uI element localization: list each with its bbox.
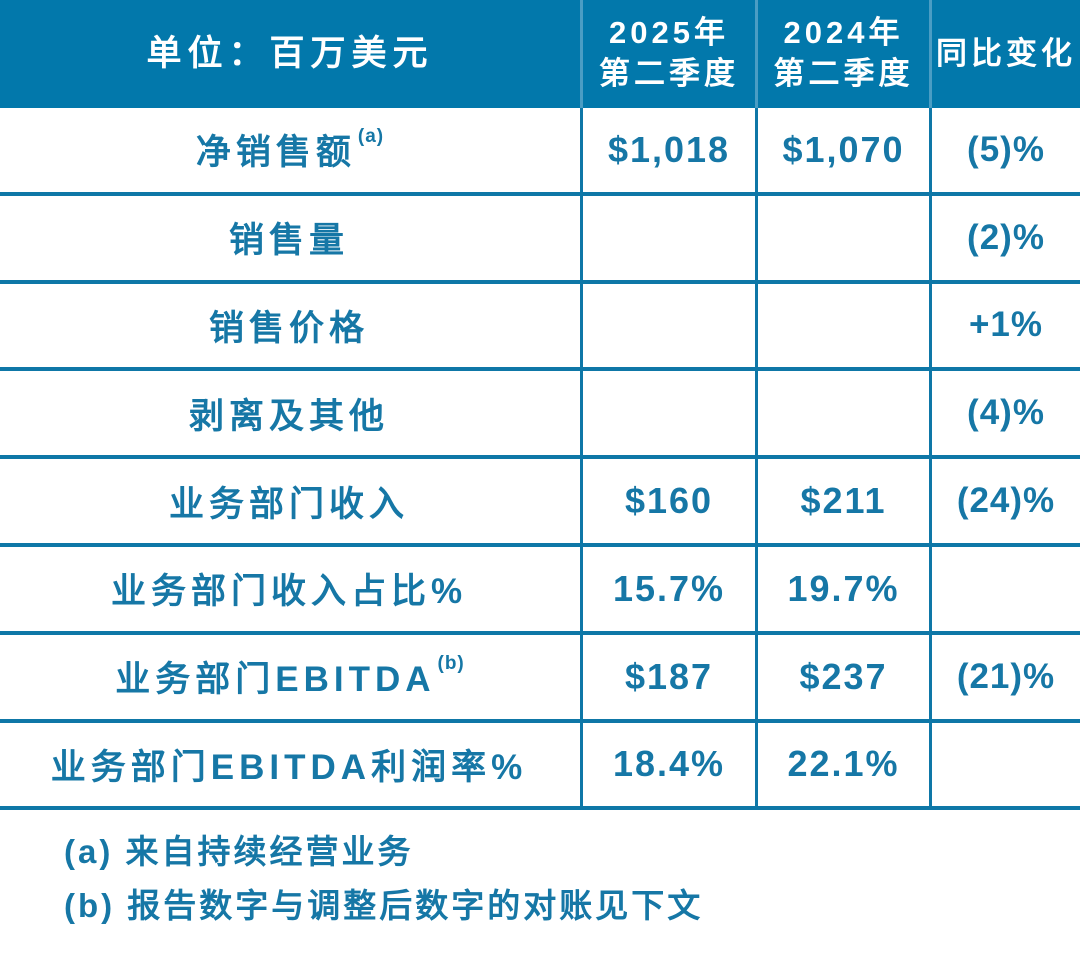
divestitures-change: (4)% [929, 371, 1080, 460]
header-col-2024-q2: 2024年 第二季度 [755, 0, 929, 108]
row-label-text: 业务部门EBITDA利润率% [50, 747, 528, 787]
header-unit-label: 单位：百万美元 [0, 0, 580, 108]
volume-2025 [580, 195, 755, 284]
row-label-text: 剥离及其他 [188, 396, 389, 436]
net-sales-2024: $1,070 [755, 108, 929, 196]
segment-income-pct-change [929, 546, 1080, 635]
row-label-segment-income: 业务部门收入 [0, 459, 580, 547]
price-2025 [580, 283, 755, 372]
segment-ebitda-change: (21)% [929, 634, 1080, 723]
header-col-2025-quarter: 第二季度 [599, 56, 739, 91]
row-label-text: 业务部门收入 [168, 484, 409, 524]
net-sales-change: (5)% [929, 108, 1080, 196]
segment-ebitda-2024: $237 [755, 634, 929, 723]
row-label-segment-income-pct: 业务部门收入占比% [0, 547, 580, 635]
segment-income-2025: $160 [580, 459, 755, 547]
segment-ebitda-margin-2025: 18.4% [580, 722, 755, 811]
header-col-2024-year: 2024年 [783, 15, 904, 51]
volume-2024 [755, 195, 929, 284]
segment-income-2024: $211 [755, 459, 929, 547]
divestitures-2025 [580, 371, 755, 460]
row-label-divestitures: 剥离及其他 [0, 371, 580, 460]
row-label-segment-ebitda: 业务部门EBITDA (b) [0, 635, 580, 723]
footnote-a: (a) 来自持续经营业务 [64, 833, 414, 871]
row-label-net-sales: 净销售额 (a) [0, 108, 580, 196]
segment-ebitda-2025: $187 [580, 634, 755, 723]
row-label-segment-ebitda-margin: 业务部门EBITDA利润率% [0, 723, 580, 811]
segment-ebitda-margin-change [929, 722, 1080, 811]
financial-results-table: 单位：百万美元 2025年 第二季度 2024年 第二季度 同比变化 净销售额(… [0, 0, 1080, 811]
footnotes: (a) 来自持续经营业务 (b) 报告数字与调整后数字的对账见下文 [64, 832, 1080, 925]
header-col-2024-quarter: 第二季度 [773, 56, 914, 91]
segment-ebitda-margin-2024: 22.1% [755, 722, 929, 811]
row-label-text: 业务部门EBITDA [115, 660, 436, 700]
segment-income-pct-2025: 15.7% [580, 546, 755, 635]
header-col-2025-year: 2025年 [609, 15, 729, 51]
row-label-text: 业务部门收入占比% [110, 572, 468, 612]
segment-income-change: (24)% [929, 459, 1080, 547]
price-change: +1% [929, 283, 1080, 372]
row-label-text: 销售量 [228, 221, 349, 261]
footnote-marker-b: (b) [437, 652, 465, 674]
net-sales-2025: $1,018 [580, 108, 755, 196]
divestitures-2024 [755, 371, 929, 460]
footnote-marker-a: (a) [357, 125, 385, 147]
header-col-2025-q2: 2025年 第二季度 [580, 0, 755, 108]
row-label-text: 销售价格 [208, 308, 369, 348]
footnote-b: (b) 报告数字与调整后数字的对账见下文 [64, 886, 704, 924]
price-2024 [755, 283, 929, 372]
row-label-volume: 销售量 [0, 196, 580, 284]
header-col-yoy-change: 同比变化 [929, 0, 1080, 108]
segment-income-pct-2024: 19.7% [755, 546, 929, 635]
row-label-text: 净销售额 [195, 133, 356, 173]
row-label-price: 销售价格 [0, 284, 580, 372]
volume-change: (2)% [929, 195, 1080, 284]
